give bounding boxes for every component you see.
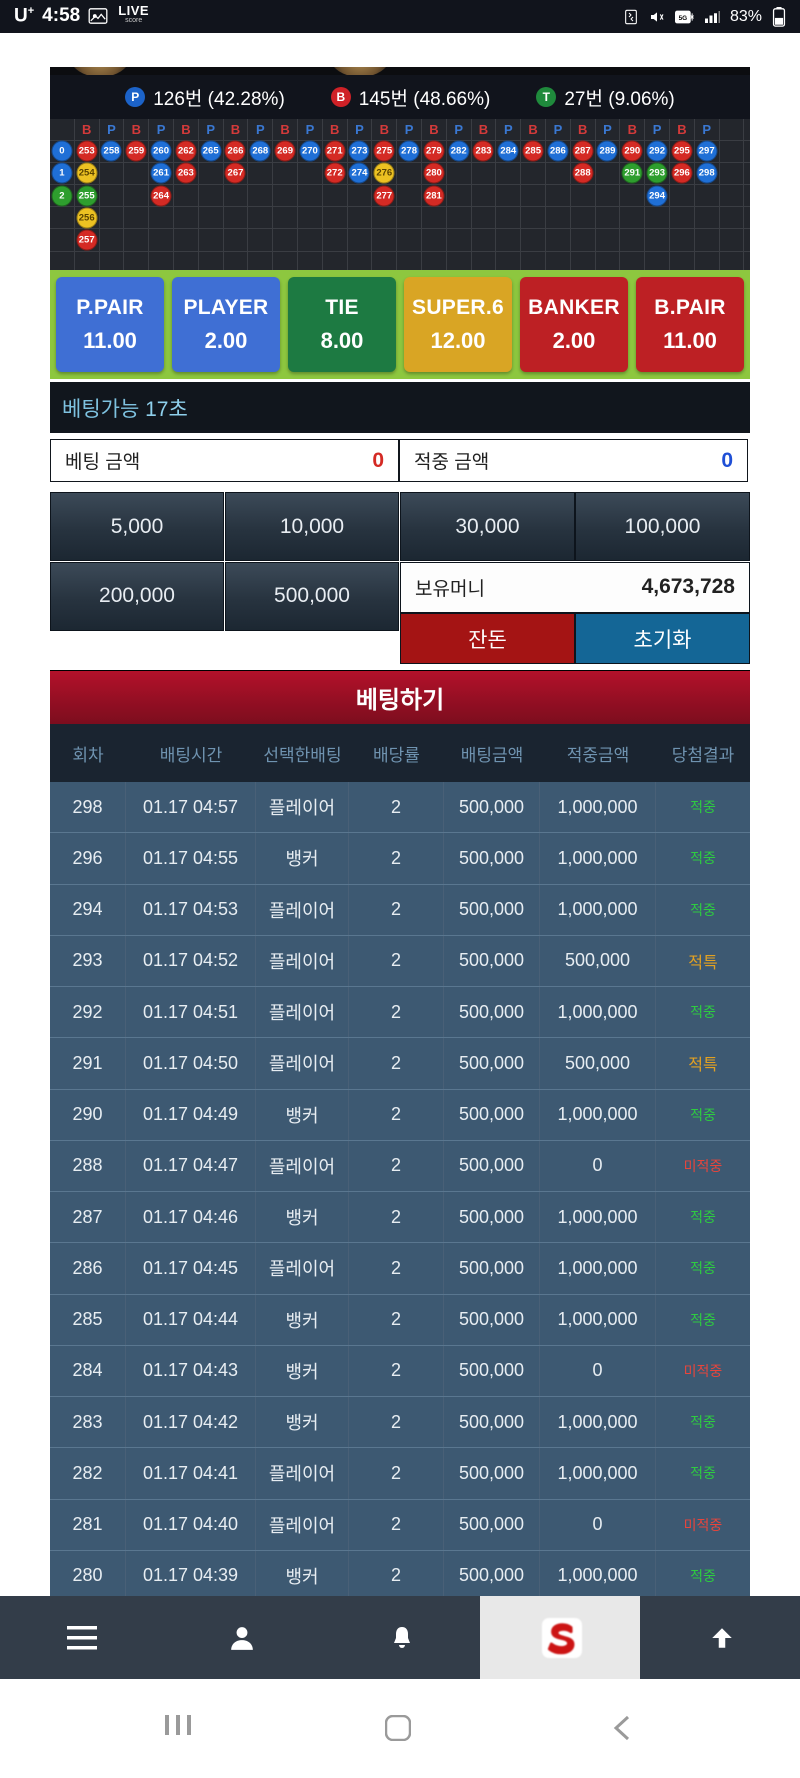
svg-text:5G: 5G	[679, 14, 688, 21]
